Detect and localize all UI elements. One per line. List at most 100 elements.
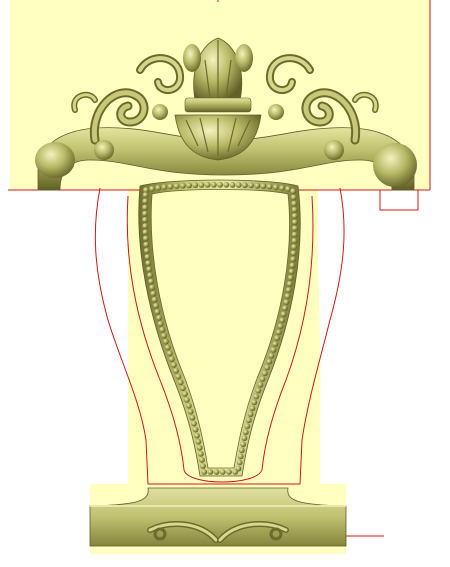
bead	[150, 290, 157, 297]
bead	[198, 451, 204, 457]
bead	[285, 287, 292, 293]
bead	[257, 381, 264, 388]
bead	[166, 350, 173, 357]
bead	[142, 216, 148, 223]
bead	[175, 373, 182, 380]
bead	[146, 266, 153, 273]
bead	[180, 182, 186, 189]
bead	[279, 317, 285, 324]
bead	[253, 393, 260, 400]
bead	[254, 182, 261, 189]
bead	[286, 280, 293, 287]
shell-ornament-icon	[174, 114, 262, 161]
bead	[198, 182, 205, 188]
bead	[142, 229, 149, 236]
bead	[284, 293, 291, 299]
bead	[291, 231, 298, 238]
bead	[232, 469, 239, 475]
bead	[173, 183, 180, 189]
bead	[291, 213, 298, 219]
bead	[238, 447, 245, 454]
scroll-ornament-icon	[71, 54, 185, 145]
bead	[244, 423, 251, 430]
bead	[226, 469, 232, 475]
bead	[147, 272, 153, 279]
right-rail-knob	[373, 143, 417, 187]
bead	[272, 341, 279, 347]
bead	[194, 432, 200, 439]
bead	[142, 235, 149, 242]
bead	[272, 184, 279, 191]
bead	[283, 299, 290, 305]
bead	[145, 260, 152, 266]
bead	[290, 256, 296, 263]
bead	[173, 367, 180, 374]
bead	[275, 329, 282, 336]
bead	[277, 323, 284, 330]
bead	[290, 194, 297, 201]
bead	[213, 469, 220, 475]
bead	[143, 187, 149, 193]
bead	[192, 182, 199, 189]
bead	[262, 370, 268, 377]
bead	[235, 182, 242, 188]
bead	[187, 408, 194, 415]
bead	[240, 441, 247, 448]
bead	[290, 188, 296, 195]
bead	[163, 338, 169, 345]
bead	[255, 387, 262, 394]
left-rail-knob	[35, 142, 75, 178]
bead	[142, 204, 149, 211]
bead	[241, 435, 248, 442]
bead	[200, 463, 206, 469]
bead	[189, 414, 196, 421]
bead	[251, 399, 258, 406]
bead	[153, 302, 159, 309]
bead	[246, 417, 252, 424]
bead	[207, 469, 214, 475]
crest-band	[184, 97, 252, 113]
bead	[177, 379, 184, 386]
oval-bead-frame	[138, 179, 301, 477]
bead	[248, 182, 255, 189]
bead	[279, 185, 285, 191]
bead	[149, 185, 156, 192]
crest-ornament	[35, 37, 417, 191]
bead	[155, 184, 162, 191]
bead	[201, 469, 208, 475]
bead	[143, 241, 150, 248]
bead	[289, 262, 296, 269]
bead	[171, 362, 177, 368]
bead	[184, 397, 190, 403]
scroll-ornament-icon	[147, 521, 289, 543]
bead	[236, 459, 243, 466]
bead	[288, 268, 295, 275]
bead	[192, 426, 199, 433]
bead	[249, 405, 256, 412]
bead	[161, 184, 168, 191]
bead	[260, 183, 267, 190]
bead	[196, 444, 203, 451]
bead	[247, 411, 254, 418]
bead	[285, 186, 291, 192]
bead	[270, 347, 277, 353]
bead	[142, 210, 148, 217]
bead	[292, 225, 298, 232]
bead	[164, 344, 171, 351]
bead	[282, 305, 288, 311]
bead	[191, 420, 197, 427]
scroll-ornament-icon	[265, 54, 379, 145]
bead	[219, 469, 226, 475]
bead	[180, 385, 186, 392]
bead	[142, 198, 149, 205]
bead	[151, 296, 158, 303]
bead	[229, 182, 236, 188]
bead	[217, 181, 224, 188]
bead	[149, 284, 156, 291]
bead	[167, 183, 174, 190]
bead	[154, 308, 161, 315]
bead	[186, 402, 192, 409]
bead	[144, 254, 151, 260]
